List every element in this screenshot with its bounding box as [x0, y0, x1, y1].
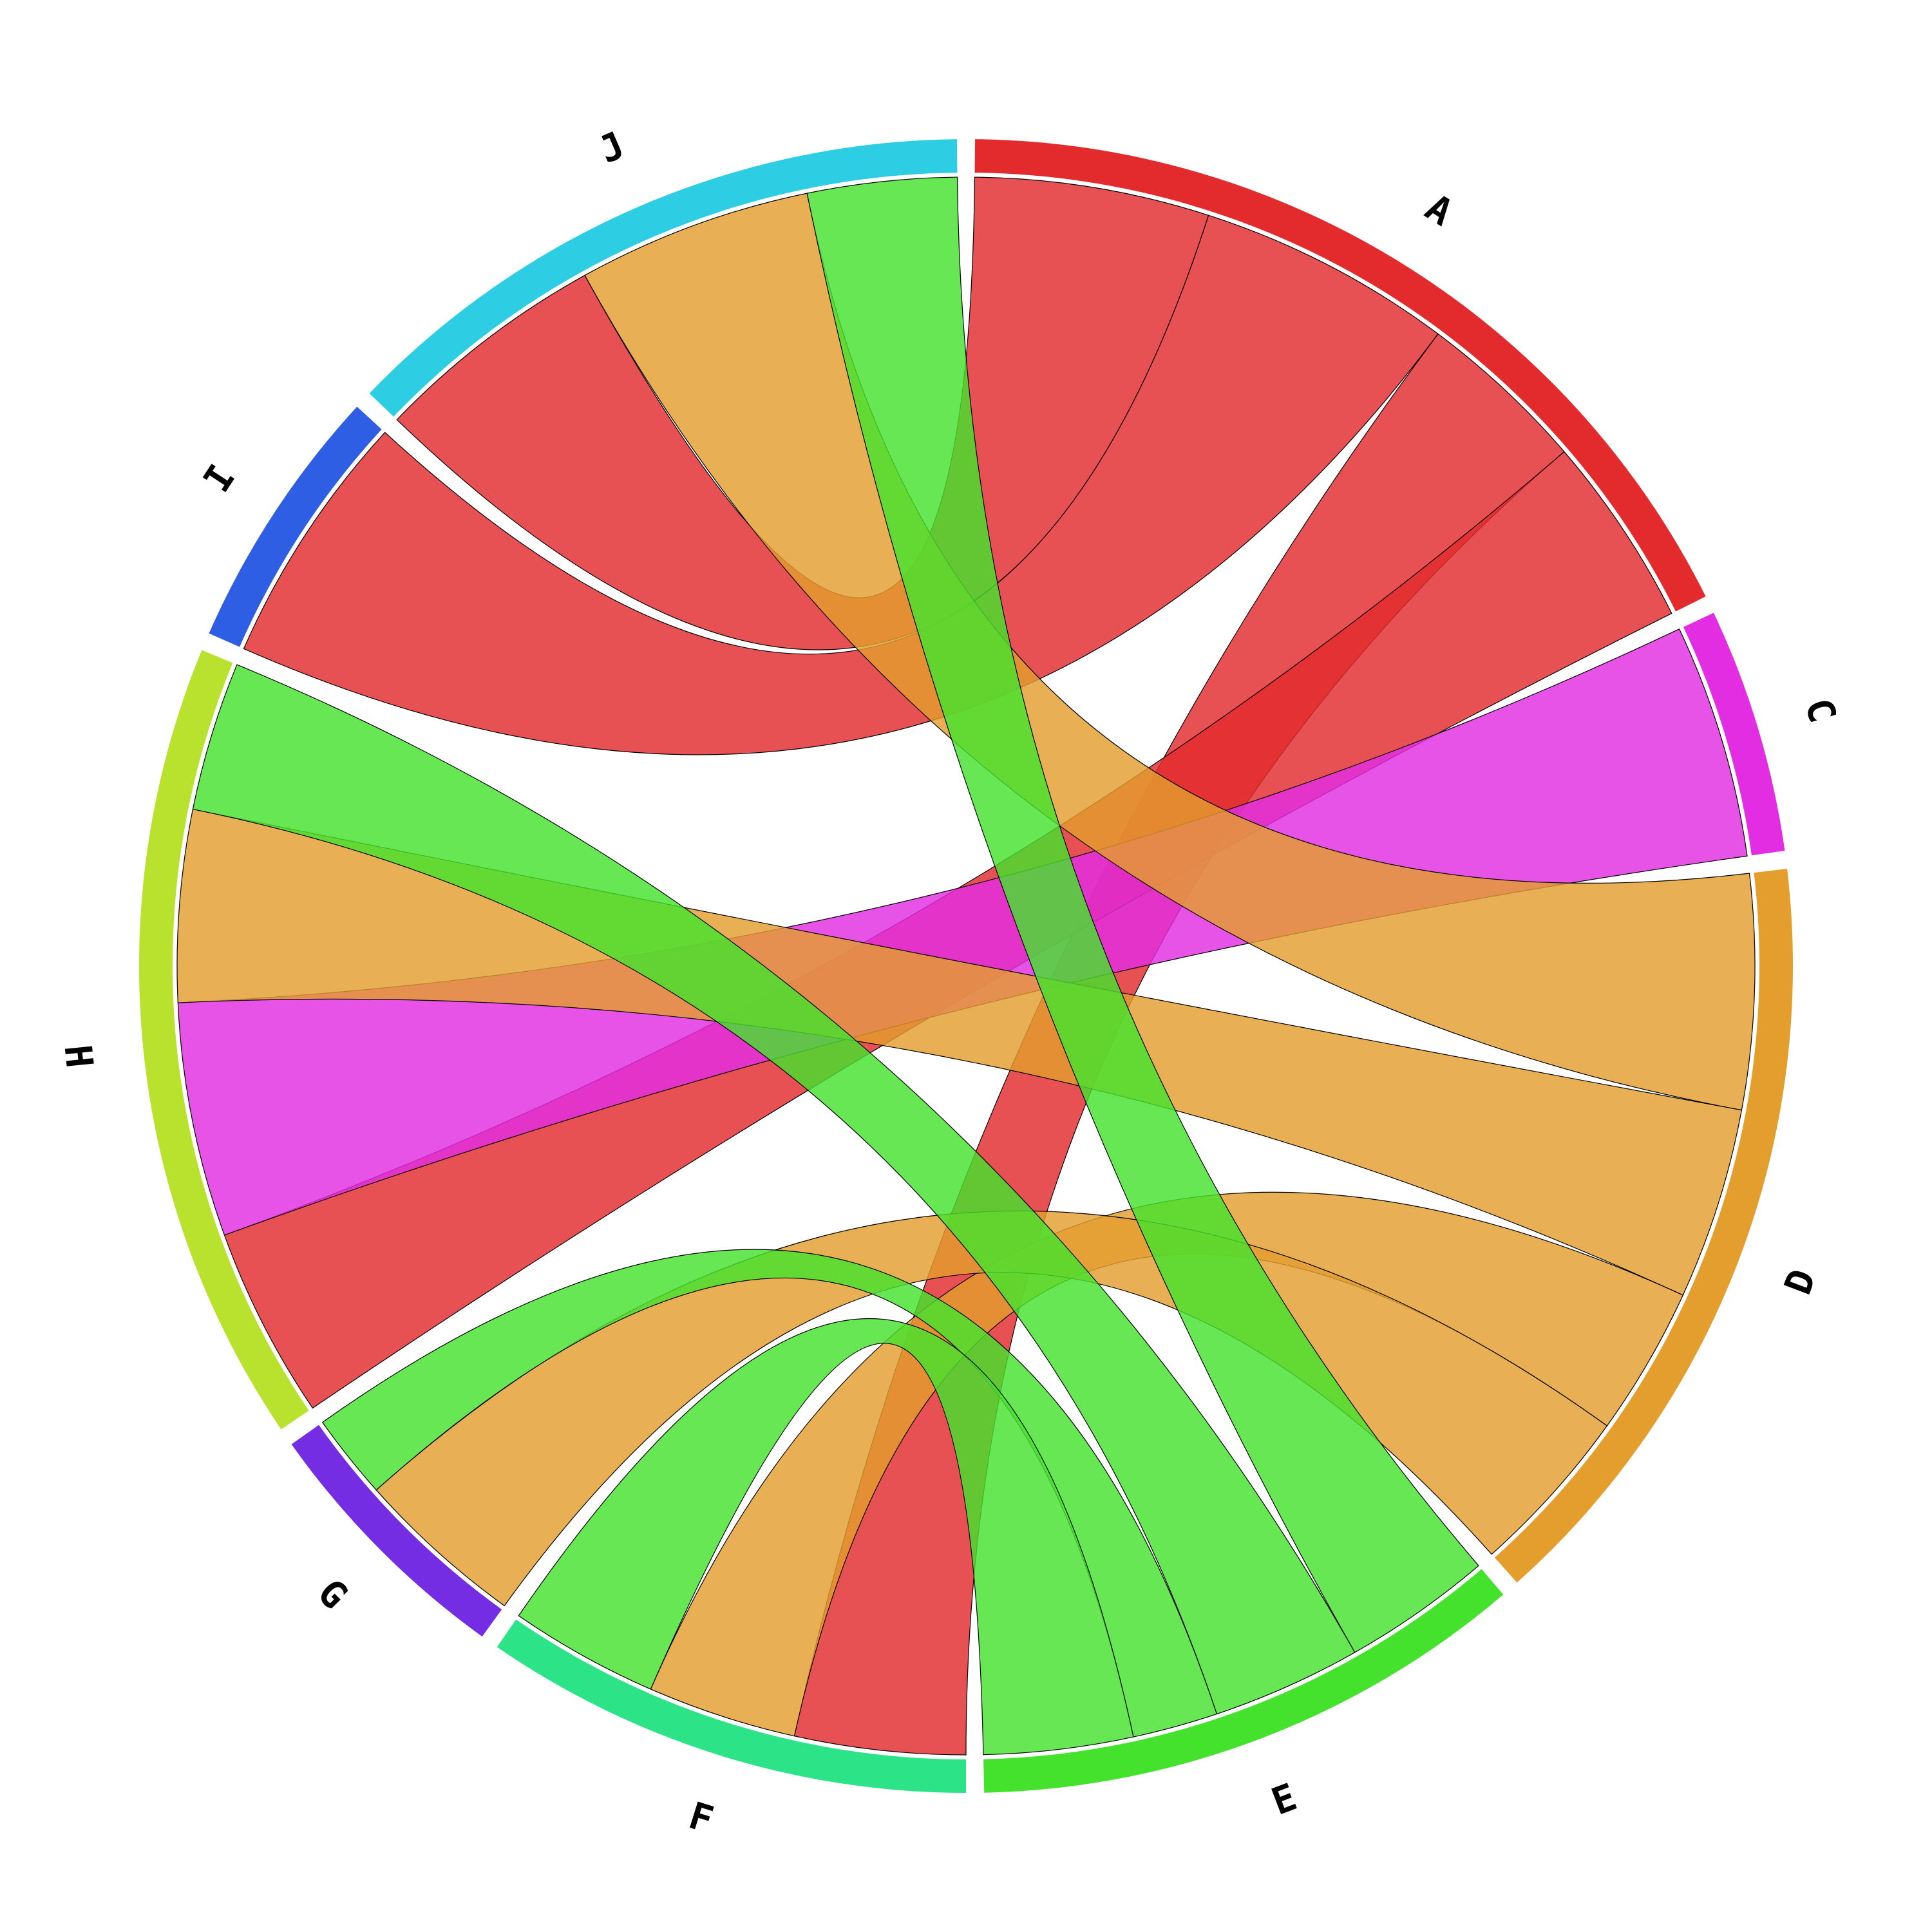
node-arc-i — [209, 406, 382, 647]
node-label-i: I — [194, 457, 243, 500]
node-label-a: A — [1418, 185, 1461, 234]
node-label-j: J — [592, 123, 630, 172]
node-arc-j — [369, 139, 958, 417]
node-arcs-group — [139, 139, 1793, 1793]
node-label-g: G — [309, 1571, 356, 1618]
node-arc-e — [983, 1569, 1504, 1793]
node-arc-c — [1683, 612, 1785, 856]
node-arc-a — [974, 139, 1706, 612]
node-label-e: E — [1265, 1775, 1302, 1824]
node-arc-h — [139, 650, 309, 1430]
node-label-f: F — [684, 1794, 719, 1842]
ribbons-group — [176, 176, 1756, 1756]
node-label-d: D — [1776, 1264, 1824, 1300]
node-label-h: H — [56, 1043, 102, 1070]
ribbon-e-j — [806, 176, 1479, 1653]
node-arc-g — [291, 1425, 502, 1637]
ribbon-e-f — [518, 1318, 1134, 1756]
node-arc-d — [1494, 869, 1793, 1583]
node-arc-f — [497, 1619, 966, 1793]
node-label-c: C — [1796, 694, 1844, 728]
ribbon-e-h — [192, 664, 1356, 1715]
ribbon-d-j — [584, 193, 1756, 1111]
